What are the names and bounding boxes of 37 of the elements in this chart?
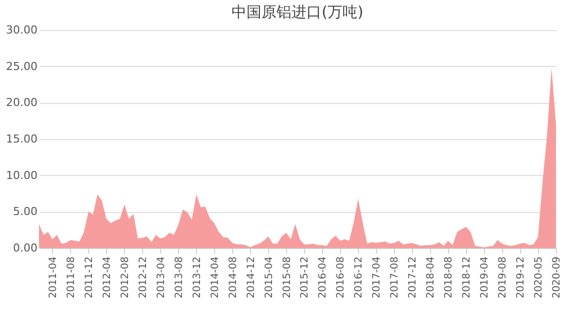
x-tick-label: 2011-12: [84, 256, 95, 298]
chart-title: 中国原铝进口(万吨): [232, 3, 364, 21]
x-tick-label: 2011-08: [66, 256, 77, 298]
x-tick-label: 2014-04: [210, 256, 221, 298]
x-tick-label: 2016-12: [354, 256, 365, 298]
x-tick-label: 2018-12: [462, 256, 473, 298]
y-tick-label: 10.00: [6, 168, 38, 182]
x-tick-label: 2012-12: [138, 256, 149, 298]
x-tick-label: 2019-08: [498, 256, 509, 298]
y-tick-label: 25.00: [6, 60, 38, 73]
x-tick-label: 2015-04: [264, 256, 275, 298]
x-tick-label: 2015-08: [282, 256, 293, 298]
x-tick-label: 2012-04: [102, 256, 113, 298]
y-tick-label: 20.00: [6, 96, 38, 110]
x-tick-label: 2015-12: [300, 256, 311, 298]
x-tick-label: 2016-08: [336, 256, 347, 298]
x-tick-label: 2017-04: [372, 256, 383, 298]
y-tick-label: 0.00: [13, 242, 38, 254]
x-tick-label: 2019-12: [516, 256, 527, 298]
x-tick-label: 2017-12: [408, 256, 419, 298]
x-tick-label: 2013-12: [192, 256, 203, 298]
x-tick-label: 2011-04: [48, 256, 59, 298]
x-tick-label: 2016-04: [318, 256, 329, 298]
y-tick-label: 15.00: [6, 132, 38, 146]
x-tick-label: 2014-08: [228, 256, 239, 298]
x-tick-label: 2013-08: [174, 256, 185, 298]
x-tick-label: 2018-04: [426, 256, 437, 298]
x-tick-label: 2020-09: [552, 256, 562, 298]
y-tick-label: 5.00: [13, 205, 38, 218]
y-tick-label: 30.00: [6, 24, 38, 36]
x-tick-label: 2013-04: [156, 256, 167, 298]
x-tick-label: 2018-08: [444, 256, 455, 298]
x-tick-label: 2012-08: [120, 256, 131, 298]
x-tick-label: 2019-04: [480, 256, 491, 298]
x-tick-label: 2014-12: [246, 256, 257, 298]
x-tick-label: 2017-08: [390, 256, 401, 298]
x-tick-label: 2020-05: [534, 256, 545, 298]
